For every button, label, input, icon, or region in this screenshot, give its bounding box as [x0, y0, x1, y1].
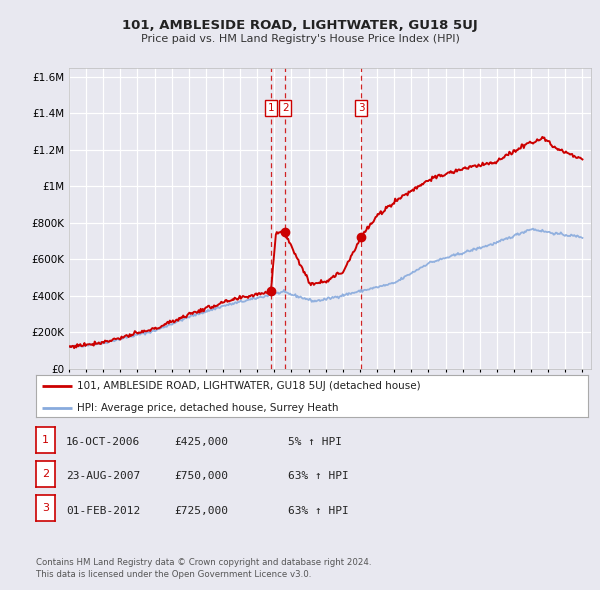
Text: 1: 1 [268, 103, 274, 113]
Text: Contains HM Land Registry data © Crown copyright and database right 2024.
This d: Contains HM Land Registry data © Crown c… [36, 558, 371, 579]
Text: 3: 3 [358, 103, 365, 113]
Text: 101, AMBLESIDE ROAD, LIGHTWATER, GU18 5UJ: 101, AMBLESIDE ROAD, LIGHTWATER, GU18 5U… [122, 19, 478, 32]
Text: HPI: Average price, detached house, Surrey Heath: HPI: Average price, detached house, Surr… [77, 403, 339, 413]
Text: 01-FEB-2012: 01-FEB-2012 [66, 506, 140, 516]
Text: 5% ↑ HPI: 5% ↑ HPI [288, 437, 342, 447]
Text: 23-AUG-2007: 23-AUG-2007 [66, 471, 140, 481]
Text: 1: 1 [42, 435, 49, 444]
Text: 3: 3 [42, 503, 49, 513]
Text: 2: 2 [282, 103, 289, 113]
Text: £725,000: £725,000 [174, 506, 228, 516]
Text: 2: 2 [42, 469, 49, 478]
Text: 101, AMBLESIDE ROAD, LIGHTWATER, GU18 5UJ (detached house): 101, AMBLESIDE ROAD, LIGHTWATER, GU18 5U… [77, 381, 421, 391]
Text: £750,000: £750,000 [174, 471, 228, 481]
Text: 63% ↑ HPI: 63% ↑ HPI [288, 506, 349, 516]
Text: 16-OCT-2006: 16-OCT-2006 [66, 437, 140, 447]
Text: 63% ↑ HPI: 63% ↑ HPI [288, 471, 349, 481]
Text: £425,000: £425,000 [174, 437, 228, 447]
Text: Price paid vs. HM Land Registry's House Price Index (HPI): Price paid vs. HM Land Registry's House … [140, 34, 460, 44]
